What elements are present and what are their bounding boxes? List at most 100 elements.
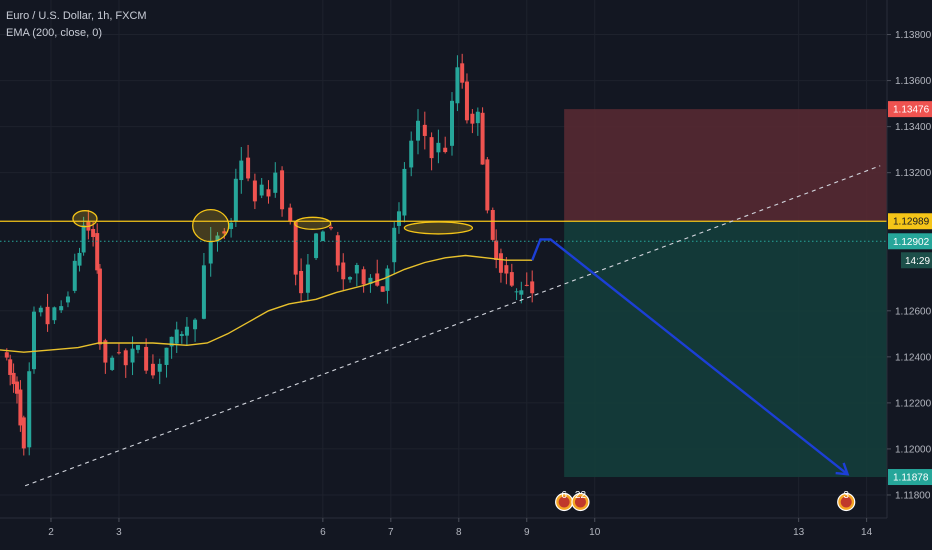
candle-body	[169, 336, 174, 347]
candle-body	[443, 147, 448, 153]
candle-body	[157, 363, 162, 372]
candle-body	[21, 417, 26, 449]
candle-body	[402, 168, 407, 216]
price-tick-label: 1.13200	[895, 168, 932, 179]
resistance-price-tag-label: 1.12989	[893, 217, 930, 228]
candle-body	[27, 371, 32, 448]
candle-body	[329, 226, 334, 229]
candle-body	[470, 113, 475, 124]
projection-arrowhead	[835, 462, 850, 476]
candle-body	[45, 306, 50, 325]
candle-body	[385, 268, 390, 291]
event-badge-flag	[574, 496, 586, 508]
candle-body	[77, 252, 82, 266]
candle-body	[239, 160, 244, 181]
time-tick-label: 7	[388, 527, 394, 538]
risk-zone	[564, 109, 887, 222]
touch-marker	[192, 208, 230, 243]
event-badge-flag	[840, 496, 852, 508]
candle-body	[164, 347, 169, 365]
time-tick-label: 13	[793, 527, 805, 538]
candle-body	[498, 253, 503, 273]
event-badge-count: 6	[561, 490, 567, 501]
candle-body	[436, 142, 441, 153]
touch-marker	[403, 221, 474, 235]
candle-body	[201, 265, 206, 319]
candle-body	[81, 225, 86, 253]
trendline[interactable]	[24, 165, 881, 487]
candle-body	[14, 381, 19, 394]
time-tick-label: 8	[456, 527, 462, 538]
candle-body	[91, 228, 96, 237]
candle-body	[52, 307, 57, 321]
reward-zone	[564, 221, 887, 478]
price-tick-label: 1.12400	[895, 352, 932, 363]
candle-body	[354, 264, 359, 274]
price-tick-label: 1.12200	[895, 398, 932, 409]
candle-body	[409, 140, 414, 168]
price-tick-label: 1.12000	[895, 444, 932, 455]
candle-body	[494, 240, 499, 261]
candle-body	[208, 240, 213, 264]
event-badges[interactable]: 6 22 3	[555, 490, 856, 512]
candle-body	[222, 231, 227, 234]
candle-body	[485, 159, 490, 211]
price-tick-label: 1.13400	[895, 122, 932, 133]
resistance-price-tag	[888, 213, 932, 230]
time-axis[interactable]: 2 3 6 7 8 9 10 13 14	[48, 518, 873, 538]
candle-body	[110, 357, 115, 370]
time-tick-label: 14	[861, 527, 873, 538]
candle-body	[95, 233, 100, 271]
candle-body	[480, 112, 485, 165]
indicator-legend[interactable]: EMA (200, close, 0)	[6, 27, 102, 39]
candle-body	[266, 189, 271, 197]
touch-marker	[294, 216, 332, 230]
projection-arrow[interactable]	[531, 238, 849, 476]
price-tags: 1.13476 1.12989 1.12902 14:29 1.11878	[888, 101, 932, 486]
candle-body	[72, 260, 77, 291]
event-badge-count: 22	[575, 490, 587, 501]
candle-body	[288, 207, 293, 222]
candle-body	[4, 352, 9, 358]
candle-body	[144, 346, 149, 371]
candle-body	[123, 350, 128, 366]
candle-body	[103, 340, 108, 363]
candle-body	[348, 277, 353, 280]
price-axis[interactable]: 1.13800 1.13600 1.13400 1.13200 1.12600 1.124…	[887, 30, 932, 501]
touch-markers	[72, 208, 474, 243]
time-tick-label: 9	[524, 527, 530, 538]
countdown-tag	[901, 252, 932, 269]
time-tick-label: 3	[116, 527, 122, 538]
event-badge-count: 3	[843, 490, 849, 501]
stop-price-tag	[888, 101, 932, 118]
candle-body	[320, 231, 325, 241]
candle-body	[305, 264, 310, 293]
ema-200-line	[0, 254, 533, 353]
candle-body	[259, 184, 264, 196]
candle-body	[422, 124, 427, 136]
candle-body	[8, 359, 13, 375]
candle-body	[116, 352, 121, 354]
candle-body	[11, 372, 16, 385]
candle-body	[504, 265, 509, 274]
candle-body	[460, 63, 465, 83]
candle-body	[335, 235, 340, 266]
price-tick-label: 1.13600	[895, 76, 932, 87]
current-price-tag	[888, 233, 932, 250]
candle-body	[184, 326, 189, 336]
time-tick-label: 2	[48, 527, 54, 538]
candles	[4, 53, 535, 456]
candle-body	[179, 334, 184, 336]
candle-body	[31, 311, 36, 370]
candle-body	[396, 211, 401, 226]
candle-body	[193, 319, 198, 330]
candle-body	[233, 178, 238, 222]
candle-body	[392, 227, 397, 263]
target-price-tag	[888, 469, 932, 486]
candle-body	[280, 170, 285, 210]
candle-body	[59, 306, 64, 311]
candle-body	[150, 363, 155, 376]
candle-body	[449, 100, 454, 146]
candle-body	[375, 273, 380, 286]
